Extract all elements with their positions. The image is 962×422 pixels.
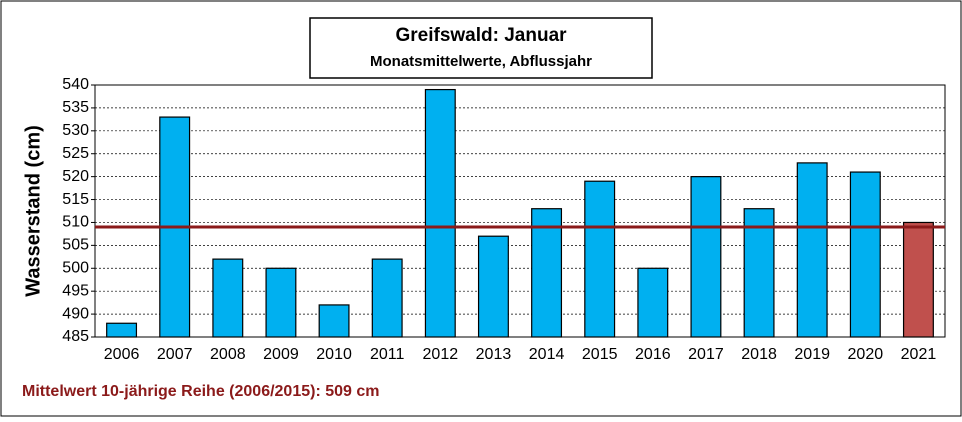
bar — [796, 162, 828, 338]
chart-subtitle: Monatsmittelwerte, Abflussjahr — [370, 53, 592, 70]
bar — [371, 258, 403, 338]
bar — [849, 171, 881, 338]
x-tick-label: 2019 — [794, 346, 830, 363]
x-tick-label: 2017 — [688, 346, 724, 363]
y-tick-label: 495 — [62, 282, 89, 299]
bar — [584, 180, 616, 338]
annotation: Mittelwert 10-jährige Reihe (2006/2015):… — [22, 383, 380, 400]
x-tick-label: 2013 — [476, 346, 512, 363]
bar — [743, 208, 775, 338]
x-tick-label: 2006 — [104, 346, 140, 363]
y-tick-label: 490 — [62, 305, 89, 322]
x-tick-label: 2018 — [741, 346, 777, 363]
bar — [902, 221, 934, 338]
title-box — [309, 17, 653, 79]
y-tick-label: 530 — [62, 122, 89, 139]
bar — [212, 258, 244, 338]
x-tick-label: 2016 — [635, 346, 671, 363]
x-tick-label: 2008 — [210, 346, 246, 363]
chart-title: Greifswald: Januar — [395, 25, 567, 46]
x-tick-label: 2007 — [157, 346, 193, 363]
bar — [477, 235, 509, 338]
x-tick-label: 2014 — [529, 346, 565, 363]
bar — [531, 208, 563, 338]
y-tick-label: 520 — [62, 168, 89, 185]
bar — [106, 322, 138, 338]
bar — [690, 176, 722, 338]
y-tick-label: 525 — [62, 145, 89, 162]
y-tick-label: 485 — [62, 328, 89, 345]
y-tick-label: 500 — [62, 259, 89, 276]
x-tick-label: 2010 — [316, 346, 352, 363]
x-tick-label: 2021 — [901, 346, 937, 363]
x-tick-label: 2011 — [370, 346, 405, 363]
y-tick-label: 535 — [62, 99, 89, 116]
y-axis-label: Wasserstand (cm) — [22, 125, 44, 297]
bar — [265, 267, 297, 338]
y-tick-label: 505 — [62, 237, 89, 254]
bar — [424, 88, 456, 338]
x-tick-label: 2020 — [848, 346, 884, 363]
y-tick-label: 540 — [62, 76, 89, 93]
y-tick-label: 515 — [62, 191, 89, 208]
x-tick-label: 2009 — [263, 346, 299, 363]
bar — [318, 304, 350, 338]
bar — [637, 267, 669, 338]
y-tick-label: 510 — [62, 214, 89, 231]
x-tick-label: 2015 — [582, 346, 618, 363]
x-tick-label: 2012 — [423, 346, 459, 363]
